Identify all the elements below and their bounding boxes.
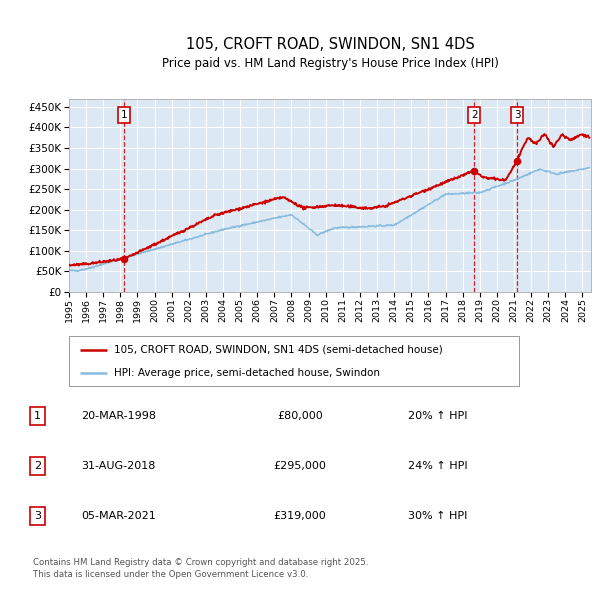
Text: 20-MAR-1998: 20-MAR-1998 xyxy=(81,411,156,421)
Text: 105, CROFT ROAD, SWINDON, SN1 4DS: 105, CROFT ROAD, SWINDON, SN1 4DS xyxy=(185,37,475,52)
Text: 2: 2 xyxy=(471,110,478,120)
Text: 20% ↑ HPI: 20% ↑ HPI xyxy=(408,411,467,421)
Text: £295,000: £295,000 xyxy=(274,461,326,471)
Text: 24% ↑ HPI: 24% ↑ HPI xyxy=(408,461,467,471)
Text: 2: 2 xyxy=(34,461,41,471)
Text: Contains HM Land Registry data © Crown copyright and database right 2025.
This d: Contains HM Land Registry data © Crown c… xyxy=(33,558,368,579)
Text: 30% ↑ HPI: 30% ↑ HPI xyxy=(408,512,467,521)
Text: 3: 3 xyxy=(34,512,41,521)
Text: 105, CROFT ROAD, SWINDON, SN1 4DS (semi-detached house): 105, CROFT ROAD, SWINDON, SN1 4DS (semi-… xyxy=(114,345,443,355)
Text: HPI: Average price, semi-detached house, Swindon: HPI: Average price, semi-detached house,… xyxy=(114,368,380,378)
Text: 3: 3 xyxy=(514,110,520,120)
Text: 05-MAR-2021: 05-MAR-2021 xyxy=(81,512,156,521)
Text: £80,000: £80,000 xyxy=(277,411,323,421)
Text: £319,000: £319,000 xyxy=(274,512,326,521)
Text: 1: 1 xyxy=(34,411,41,421)
Text: 1: 1 xyxy=(121,110,127,120)
Text: 31-AUG-2018: 31-AUG-2018 xyxy=(81,461,155,471)
Text: Price paid vs. HM Land Registry's House Price Index (HPI): Price paid vs. HM Land Registry's House … xyxy=(161,57,499,70)
